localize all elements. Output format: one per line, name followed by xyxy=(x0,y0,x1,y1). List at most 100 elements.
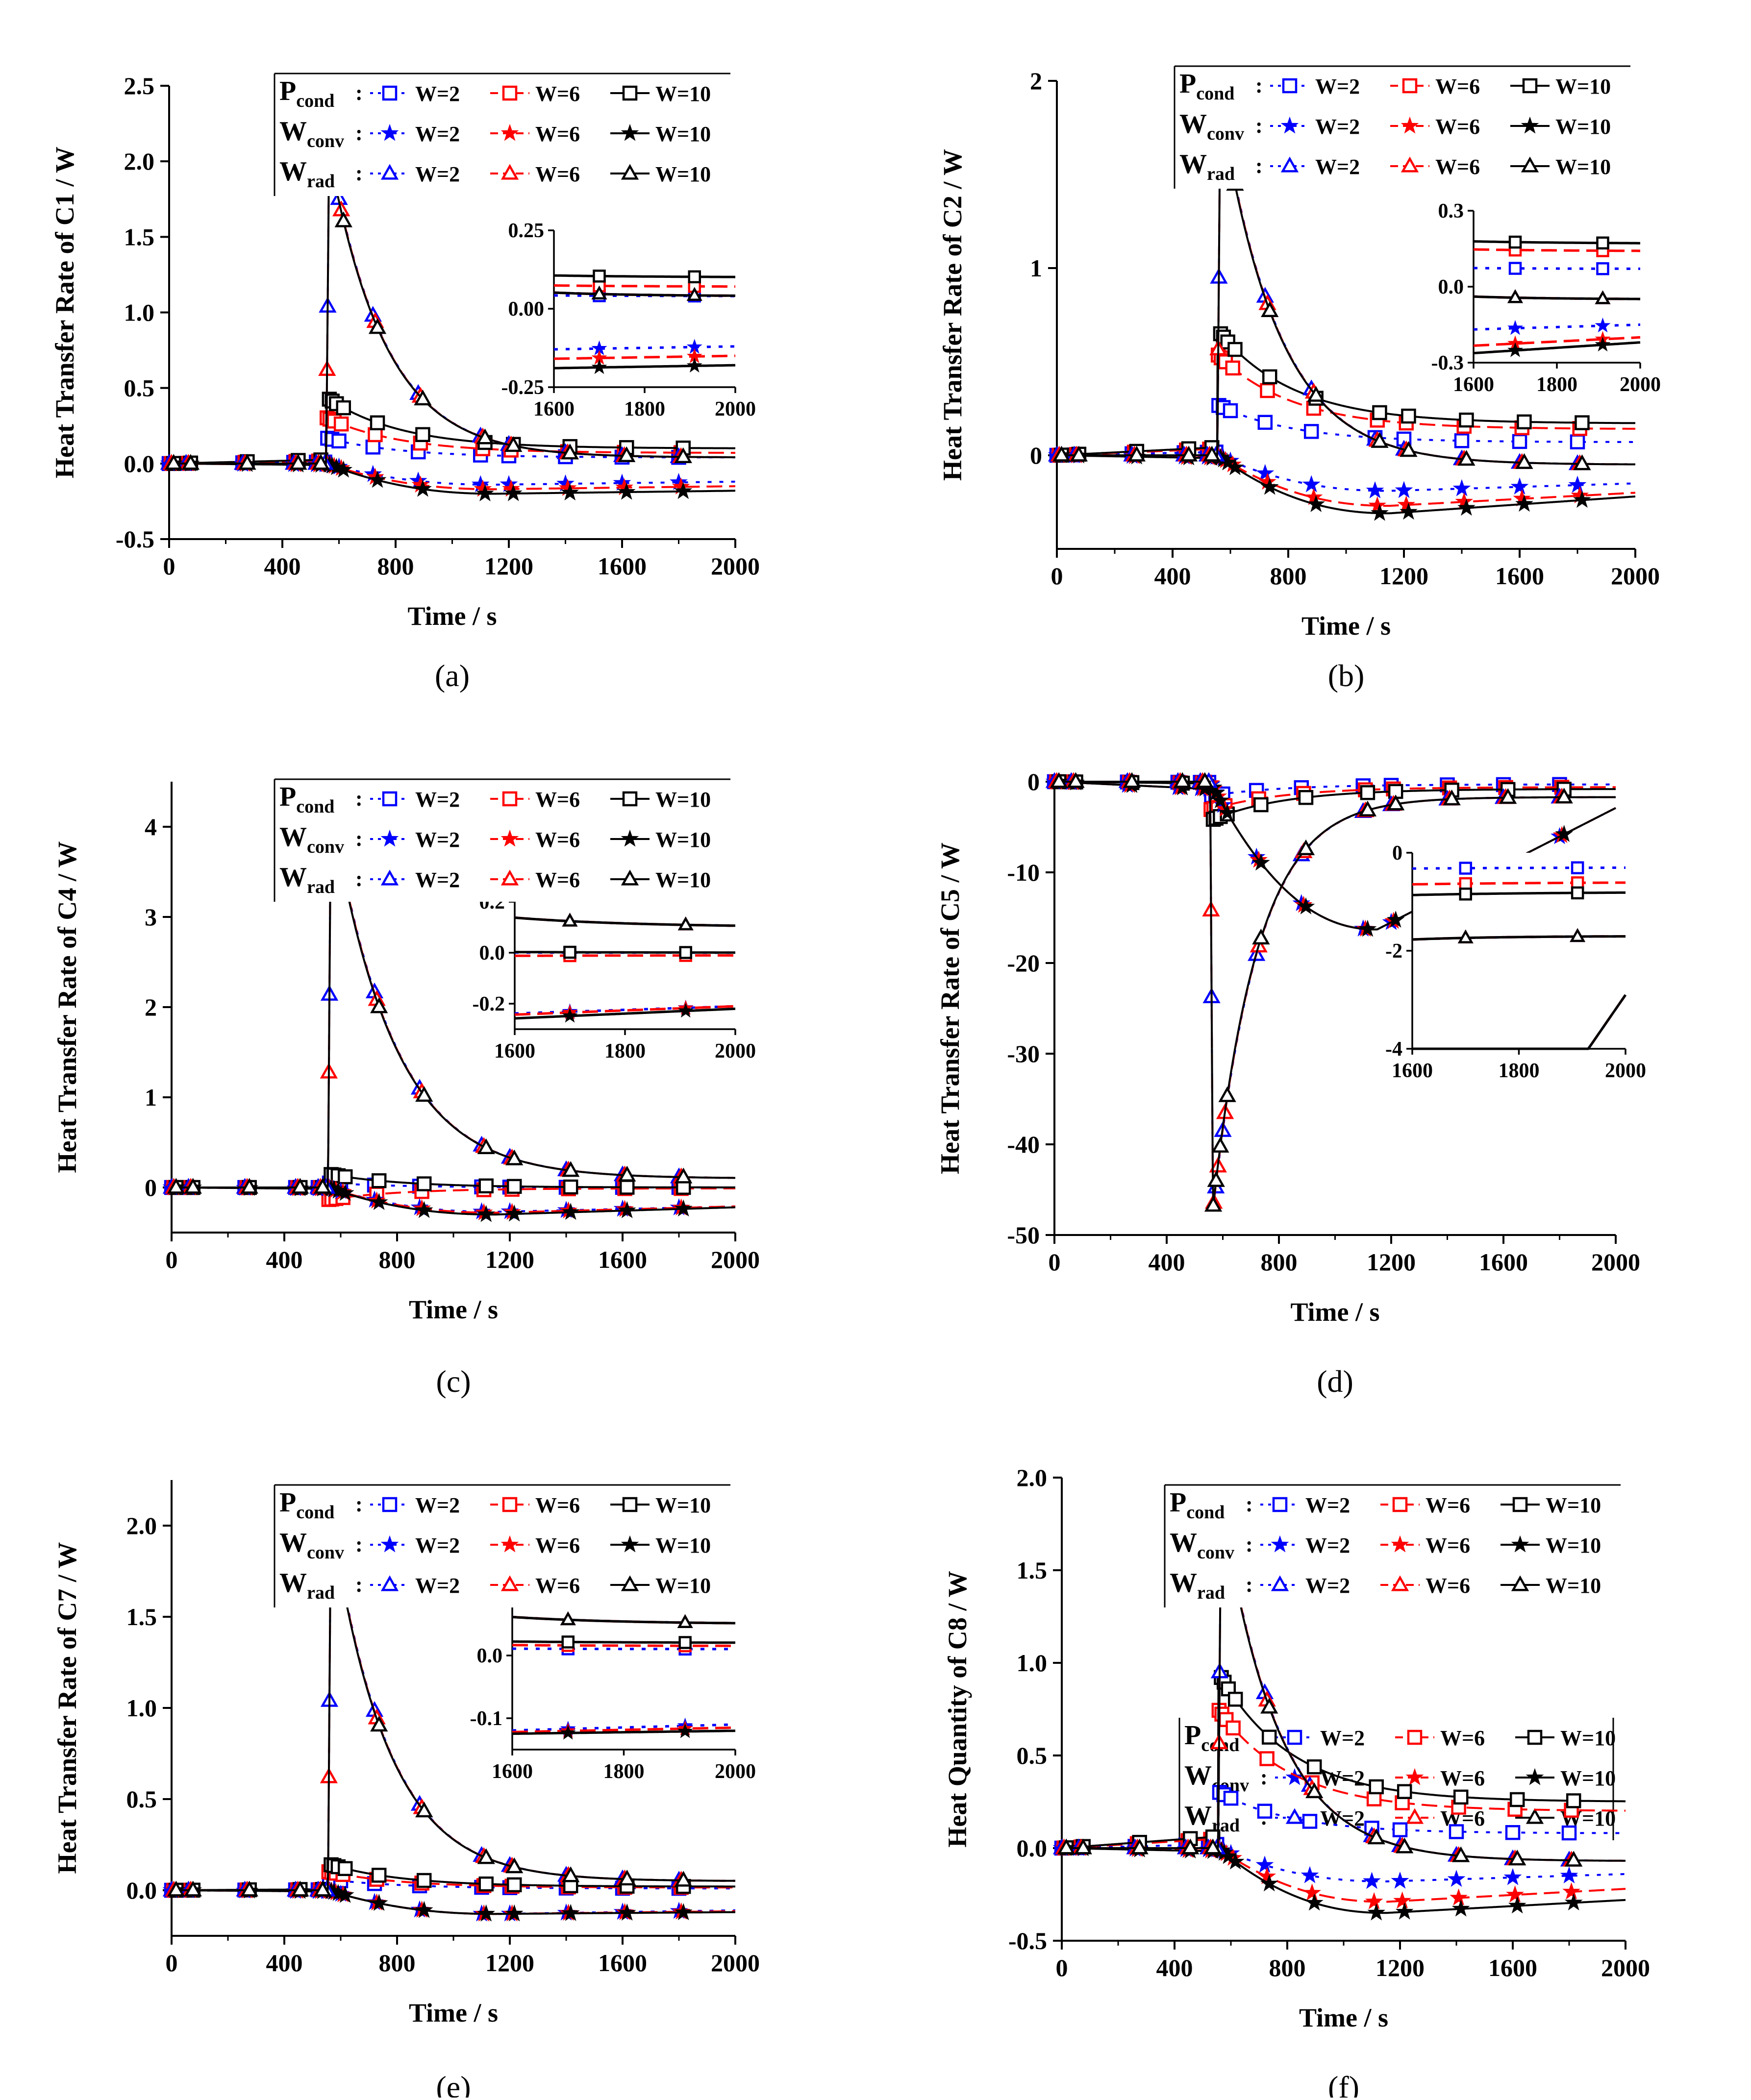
legend-group-symbol: W xyxy=(1179,149,1207,179)
data-point-cond-w6 xyxy=(1227,1722,1240,1734)
inset-point-cond-w2 xyxy=(1510,263,1521,274)
legend-separator: : xyxy=(355,787,363,811)
inset-point-cond-w10 xyxy=(594,271,605,281)
legend-entry-label: W=6 xyxy=(535,868,580,892)
inset-point-cond-w2 xyxy=(1460,863,1471,874)
data-point-cond-w2 xyxy=(333,435,346,447)
legend-entry-label: W=2 xyxy=(1320,1726,1365,1750)
inset-y-tick-label: 0 xyxy=(1392,842,1402,865)
inset-x-tick-label: 1800 xyxy=(604,1040,646,1062)
panel-caption: (f) xyxy=(1328,2070,1359,2098)
legend-group-symbol: W xyxy=(279,862,307,892)
x-tick-label: 400 xyxy=(264,552,301,580)
y-tick-label: 1 xyxy=(145,1084,157,1111)
inset-y-tick-label: 0.0 xyxy=(479,942,505,964)
legend-entry-label: W=10 xyxy=(1560,1766,1616,1790)
inset-x-tick-label: 2000 xyxy=(1605,1060,1646,1082)
legend-marker-cond xyxy=(624,792,636,805)
legend-entry-label: W=2 xyxy=(415,122,460,146)
data-point-cond-w2 xyxy=(1224,404,1237,417)
legend-entry-label: W=6 xyxy=(535,828,580,852)
inset-series-cond-w10 xyxy=(515,952,735,953)
legend-group-symbol: W xyxy=(1170,1568,1197,1598)
x-axis-label: Time / s xyxy=(1290,1297,1379,1327)
inset-background xyxy=(1474,211,1640,363)
legend-entry-label: W=6 xyxy=(1435,115,1480,139)
panel-caption: (b) xyxy=(1328,658,1365,693)
y-tick-label: 1.5 xyxy=(124,223,155,250)
x-tick-label: 2000 xyxy=(1611,562,1660,590)
y-tick-label: 0.0 xyxy=(124,450,155,477)
inset-x-tick-label: 2000 xyxy=(1620,373,1661,396)
legend-marker-cond xyxy=(1514,1498,1526,1511)
x-tick-label: 1200 xyxy=(485,1949,534,1976)
legend-entry-label: W=10 xyxy=(1555,74,1611,99)
data-point-cond-w2 xyxy=(1455,434,1468,447)
inset-x-tick-label: 1800 xyxy=(603,1760,645,1783)
data-point-cond-w10 xyxy=(371,417,384,429)
legend-entry-label: W=2 xyxy=(1315,115,1360,139)
legend-group-symbol: W xyxy=(1179,109,1207,139)
y-tick-label: 1.0 xyxy=(126,1694,157,1722)
y-tick-label: 0.5 xyxy=(1017,1742,1048,1769)
y-tick-label: 2 xyxy=(1030,67,1042,95)
data-point-cond-w10 xyxy=(339,1170,351,1183)
data-point-cond-w10 xyxy=(480,1180,493,1192)
inset-x-tick-label: 1800 xyxy=(624,398,665,420)
legend-marker-cond xyxy=(383,792,396,805)
legend-separator: : xyxy=(355,1532,363,1556)
legend-entry-label: W=2 xyxy=(415,868,460,892)
x-tick-label: 0 xyxy=(1049,1248,1061,1276)
inset-x-tick-label: 2000 xyxy=(715,1760,756,1783)
inset-y-tick-label: -0.3 xyxy=(1431,352,1464,374)
x-axis-label: Time / s xyxy=(1299,2003,1388,2032)
inset-point-cond-w6 xyxy=(1460,878,1471,889)
legend-marker-cond xyxy=(624,87,636,99)
legend-entry-label: W=6 xyxy=(1435,74,1480,99)
legend-entry-label: W=6 xyxy=(1440,1766,1485,1790)
inset-point-cond-w10 xyxy=(1510,237,1521,247)
x-tick-label: 800 xyxy=(1261,1248,1298,1276)
data-point-cond-w10 xyxy=(564,1181,577,1193)
legend-entry-label: W=6 xyxy=(535,788,580,812)
legend-entry-label: W=10 xyxy=(1560,1726,1616,1750)
x-tick-label: 800 xyxy=(379,1246,416,1273)
data-point-cond-w2 xyxy=(1571,436,1584,448)
x-tick-label: 800 xyxy=(1269,1954,1306,1981)
legend-group-subscript: cond xyxy=(1186,1502,1225,1523)
legend-entry-label: W=6 xyxy=(535,1533,580,1557)
y-tick-label: -50 xyxy=(1007,1221,1040,1249)
data-point-cond-w2 xyxy=(1450,1825,1463,1838)
legend-group-subscript: conv xyxy=(1197,1542,1234,1563)
legend-separator: : xyxy=(1260,1765,1268,1789)
x-tick-label: 1200 xyxy=(1367,1248,1416,1276)
y-tick-label: 2 xyxy=(145,993,157,1021)
y-tick-label: 2.5 xyxy=(124,72,155,99)
data-point-cond-w2 xyxy=(1303,1815,1316,1828)
data-point-cond-w10 xyxy=(508,1180,521,1193)
x-tick-label: 1200 xyxy=(1376,1954,1425,1981)
inset-point-cond-w10 xyxy=(563,1636,574,1647)
legend-separator: : xyxy=(1255,74,1263,98)
inset-series-cond-w10 xyxy=(512,1642,735,1643)
y-tick-label: -20 xyxy=(1007,949,1040,977)
data-point-cond-w10 xyxy=(1263,1731,1276,1744)
inset-x-tick-label: 1600 xyxy=(494,1040,535,1062)
legend-marker-cond xyxy=(1283,79,1296,92)
legend-entry-label: W=2 xyxy=(415,788,460,812)
legend-group-symbol: W xyxy=(279,116,307,147)
legend-entry-label: W=6 xyxy=(535,162,580,186)
legend-entry-label: W=2 xyxy=(1305,1493,1350,1517)
data-point-conv-w6 xyxy=(1507,1887,1523,1901)
x-tick-label: 2000 xyxy=(711,1246,760,1273)
legend-group-symbol: P xyxy=(1170,1487,1186,1518)
legend-marker-cond xyxy=(383,1498,396,1511)
data-point-cond-w2 xyxy=(1225,1792,1237,1804)
data-point-cond-w10 xyxy=(1263,371,1276,383)
legend-entry-label: W=2 xyxy=(1315,74,1360,99)
legend-marker-cond xyxy=(1408,1731,1421,1744)
data-point-cond-w6 xyxy=(1261,384,1274,397)
